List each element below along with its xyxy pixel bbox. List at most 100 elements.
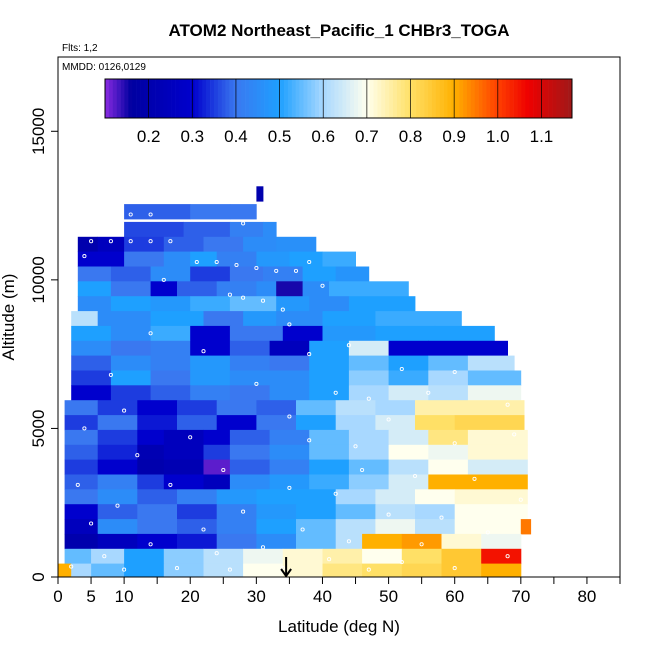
colorbar-swatch [186, 79, 191, 118]
heatmap-cell [375, 415, 416, 431]
heatmap-cell [216, 415, 257, 431]
heatmap-cell [64, 504, 99, 520]
heatmap-cell [137, 400, 178, 416]
colorbar-swatch [482, 79, 487, 118]
heatmap-cell [229, 459, 270, 475]
heatmap-cell [269, 474, 310, 490]
heatmap-cell [243, 563, 284, 577]
sample-point [452, 441, 457, 446]
colorbar-swatch [206, 79, 211, 118]
x-tick-label: 20 [181, 587, 200, 606]
colorbar-swatch [295, 79, 300, 118]
heatmap-cell [190, 325, 231, 342]
heatmap-cell [454, 415, 525, 431]
colorbar-swatch [326, 79, 332, 118]
colorbar-tick-label: 0.2 [137, 127, 161, 146]
heatmap-cell [454, 519, 522, 535]
y-tick-label: 15000 [29, 108, 48, 155]
heatmap-cell [137, 415, 178, 431]
colorbar-swatch [287, 79, 293, 118]
sample-point [148, 239, 153, 244]
colorbar-swatch [175, 79, 180, 118]
colorbar-swatch [140, 79, 145, 118]
colorbar-tick-label: 0.5 [268, 127, 292, 146]
heatmap-cell [150, 281, 178, 297]
heatmap-cell [216, 504, 257, 520]
colorbar-swatch [389, 79, 394, 118]
sample-point [505, 402, 510, 407]
sample-point [174, 566, 180, 571]
heatmap-cell [64, 444, 99, 461]
sample-point [366, 396, 371, 401]
colorbar-swatch [416, 79, 421, 118]
colorbar-swatch [112, 79, 117, 118]
sample-point [426, 390, 431, 395]
heatmap-cell [276, 281, 303, 297]
colorbar-swatch [396, 79, 402, 118]
heatmap-cell [190, 385, 231, 401]
colorbar-swatch [225, 79, 230, 118]
colorbar-swatch [299, 79, 304, 118]
sample-points [69, 212, 523, 572]
heatmap-cell [71, 385, 112, 401]
colorbar-swatch [428, 79, 433, 118]
colorbar-swatch [143, 79, 149, 118]
heatmap-cell [309, 385, 350, 401]
colorbar: 0.2 0.3 0.4 0.5 0.6 0.7 0.8 0.9 1.0 1.1 [104, 78, 573, 146]
heatmap-cell [256, 415, 297, 431]
heatmap-cell [415, 519, 456, 535]
heatmap-cell [124, 563, 165, 577]
sample-point [439, 515, 444, 520]
y-tick-label: 10000 [29, 256, 48, 303]
heatmap-cell [229, 444, 270, 461]
colorbar-swatch [178, 79, 184, 118]
heatmap-cell [150, 340, 191, 357]
heatmap-cell [388, 474, 429, 490]
colorbar-swatch [509, 79, 514, 118]
heatmap-cell [348, 459, 389, 475]
heatmap-cell [203, 236, 244, 253]
heatmap-cell [177, 415, 218, 431]
heatmap-cell [124, 221, 184, 238]
colorbar-swatch [447, 79, 452, 118]
sample-point [260, 298, 266, 303]
sample-point [254, 381, 259, 386]
sample-point [75, 482, 80, 487]
colorbar-swatch [330, 79, 335, 118]
sample-point [399, 366, 404, 372]
colorbar-swatch [346, 79, 351, 118]
heatmap-cell [282, 325, 323, 342]
colorbar-swatch [128, 79, 133, 118]
heatmap-cell [190, 296, 231, 312]
heatmap-cell [124, 236, 165, 253]
heatmap-cell [97, 236, 125, 253]
heatmap-cell [190, 355, 231, 371]
heatmap-cell [322, 325, 376, 342]
heatmap-cell [296, 415, 337, 431]
heatmap-cell [289, 251, 323, 267]
sample-point [333, 390, 338, 395]
colorbar-swatch [354, 79, 359, 118]
colorbar-swatch [439, 79, 444, 118]
colorbar-swatch [466, 79, 472, 118]
heatmap-cell [110, 355, 151, 371]
colorbar-swatch [513, 79, 518, 118]
sample-point [148, 542, 153, 547]
colorbar-swatch [163, 79, 168, 118]
sample-point [472, 476, 477, 481]
colorbar-swatch [276, 79, 281, 118]
colorbar-swatch [486, 79, 491, 118]
heatmap-cell [335, 489, 376, 505]
x-tick-label: 70 [511, 587, 530, 606]
colorbar-tick-label: 1.0 [486, 127, 510, 146]
heatmap-cell [388, 340, 429, 357]
heatmap-cell [229, 370, 270, 386]
heatmap-cell [348, 370, 389, 386]
sample-point [386, 417, 391, 422]
heatmap-cell [177, 489, 218, 505]
heatmap-cell [58, 563, 72, 577]
colorbar-swatch [525, 79, 530, 118]
heatmap-cell [64, 459, 99, 475]
heatmap-cell [428, 429, 469, 446]
sample-point [214, 259, 219, 265]
